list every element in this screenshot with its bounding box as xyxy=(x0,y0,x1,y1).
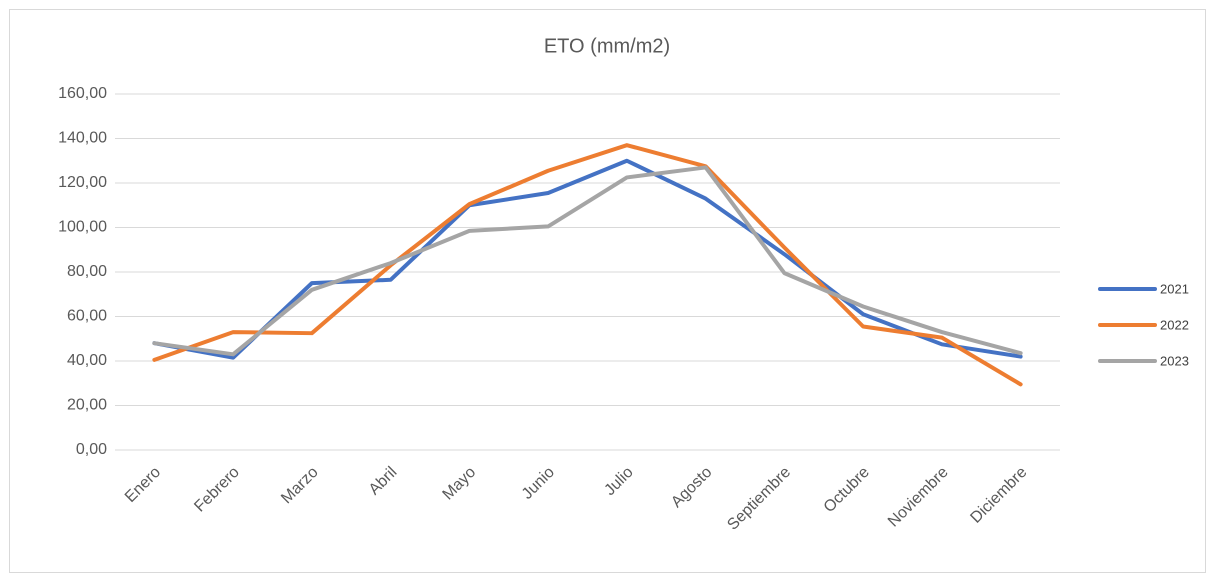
y-tick-label: 140,00 xyxy=(58,130,107,147)
y-tick-label: 40,00 xyxy=(67,352,107,369)
legend-label: 2023 xyxy=(1160,353,1189,368)
series-line xyxy=(152,143,1023,387)
legend-label: 2021 xyxy=(1160,281,1189,296)
y-tick-label: 160,00 xyxy=(58,85,107,102)
y-tick-label: 100,00 xyxy=(58,219,107,236)
series-line xyxy=(152,158,1023,360)
chart-border xyxy=(9,9,1206,573)
series-line xyxy=(152,165,1023,357)
y-tick-label: 20,00 xyxy=(67,397,107,414)
legend-label: 2022 xyxy=(1160,317,1189,332)
chart-title: ETO (mm/m2) xyxy=(544,35,670,57)
y-tick-label: 120,00 xyxy=(58,174,107,191)
y-tick-label: 60,00 xyxy=(67,308,107,325)
y-tick-label: 0,00 xyxy=(76,441,107,458)
y-tick-label: 80,00 xyxy=(67,263,107,280)
